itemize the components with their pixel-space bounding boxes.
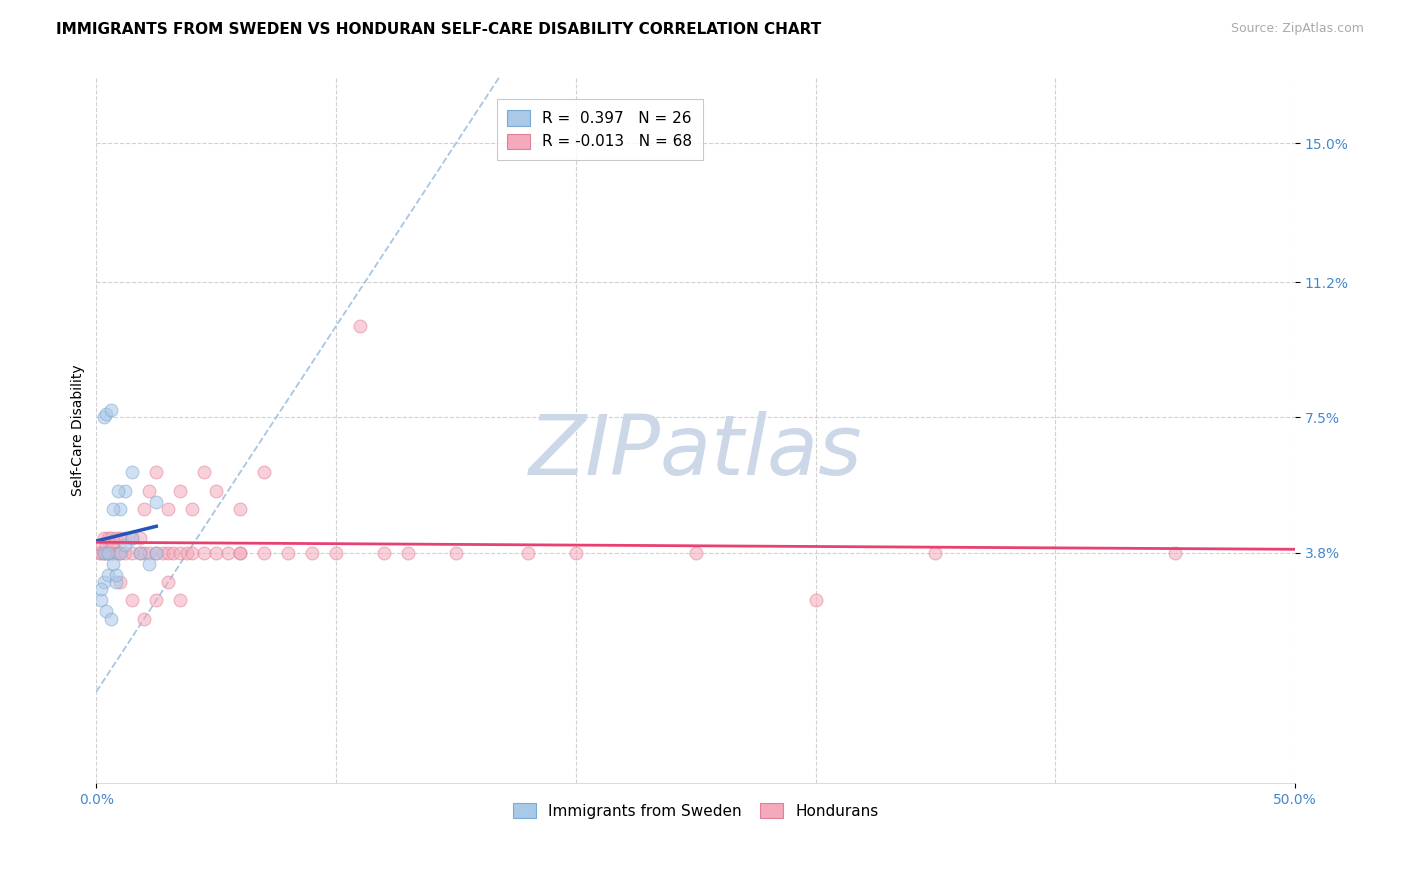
Point [325, 546, 347, 560]
Point [100, 531, 122, 545]
Point [104, 567, 127, 582]
Point [924, 546, 946, 560]
Point [100, 403, 122, 417]
Point [277, 546, 299, 560]
Point [93, 546, 115, 560]
Point [229, 546, 252, 560]
Point [193, 546, 215, 560]
Point [110, 546, 132, 560]
Point [145, 465, 167, 479]
Point [253, 465, 276, 479]
Point [90, 593, 112, 607]
Point [145, 494, 167, 508]
Point [100, 546, 122, 560]
Point [134, 501, 156, 516]
Text: IMMIGRANTS FROM SWEDEN VS HONDURAN SELF-CARE DISABILITY CORRELATION CHART: IMMIGRANTS FROM SWEDEN VS HONDURAN SELF-… [56, 22, 821, 37]
Legend: Immigrants from Sweden, Hondurans: Immigrants from Sweden, Hondurans [508, 797, 884, 825]
Point [90, 538, 112, 552]
Point [121, 465, 143, 479]
Point [104, 546, 127, 560]
Point [804, 593, 827, 607]
Point [157, 574, 180, 589]
Point [94, 407, 117, 421]
Point [396, 546, 419, 560]
Point [444, 546, 467, 560]
Point [101, 501, 124, 516]
Point [121, 593, 143, 607]
Point [128, 546, 150, 560]
Point [100, 611, 122, 625]
Point [373, 546, 395, 560]
Point [121, 531, 143, 545]
Point [157, 501, 180, 516]
Point [114, 531, 136, 545]
Point [138, 557, 160, 571]
Point [97, 567, 120, 582]
Point [253, 546, 276, 560]
Point [229, 501, 252, 516]
Point [145, 546, 167, 560]
Text: ZIPatlas: ZIPatlas [529, 411, 862, 491]
Point [121, 546, 143, 560]
Point [101, 538, 124, 552]
Point [205, 483, 228, 498]
Point [93, 574, 115, 589]
Text: Source: ZipAtlas.com: Source: ZipAtlas.com [1230, 22, 1364, 36]
Point [685, 546, 707, 560]
Point [93, 531, 115, 545]
Point [114, 538, 136, 552]
Point [138, 546, 160, 560]
Point [101, 546, 124, 560]
Point [193, 465, 215, 479]
Point [229, 546, 252, 560]
Point [157, 546, 180, 560]
Point [128, 531, 150, 545]
Point [217, 546, 239, 560]
Point [107, 546, 129, 560]
Point [169, 546, 191, 560]
Point [107, 483, 129, 498]
Point [97, 531, 120, 545]
Point [176, 546, 198, 560]
Point [97, 546, 120, 560]
Point [101, 557, 124, 571]
Point [205, 546, 228, 560]
Point [104, 574, 127, 589]
Point [110, 501, 132, 516]
Point [94, 538, 117, 552]
Point [349, 319, 371, 334]
Point [152, 546, 174, 560]
Point [87, 546, 110, 560]
Y-axis label: Self-Care Disability: Self-Care Disability [72, 365, 86, 496]
Point [134, 611, 156, 625]
Point [181, 546, 204, 560]
Point [565, 546, 588, 560]
Point [516, 546, 538, 560]
Point [110, 546, 132, 560]
Point [97, 546, 120, 560]
Point [104, 531, 127, 545]
Point [128, 546, 150, 560]
Point [134, 546, 156, 560]
Point [90, 546, 112, 560]
Point [94, 546, 117, 560]
Point [93, 410, 115, 425]
Point [94, 604, 117, 618]
Point [145, 546, 167, 560]
Point [114, 483, 136, 498]
Point [162, 546, 184, 560]
Point [169, 593, 191, 607]
Point [93, 546, 115, 560]
Point [138, 483, 160, 498]
Point [110, 574, 132, 589]
Point [181, 501, 204, 516]
Point [121, 531, 143, 545]
Point [145, 593, 167, 607]
Point [301, 546, 323, 560]
Point [169, 483, 191, 498]
Point [114, 546, 136, 560]
Point [110, 531, 132, 545]
Point [90, 582, 112, 597]
Point [1164, 546, 1187, 560]
